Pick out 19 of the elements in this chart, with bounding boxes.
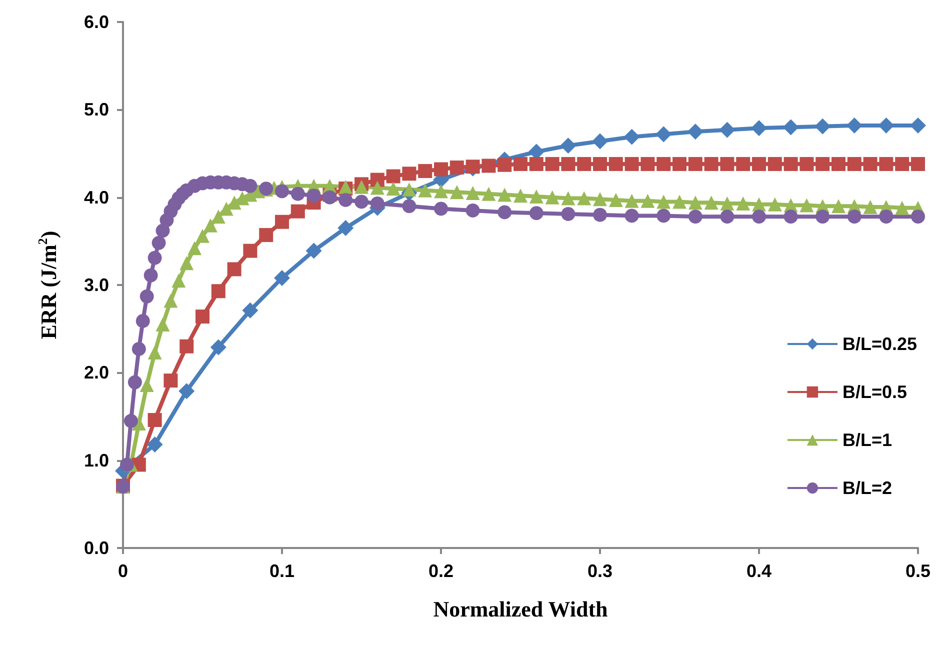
y-tick-label: 5.0	[84, 100, 109, 120]
legend-label: B/L=1	[842, 430, 892, 450]
y-tick-label: 3.0	[84, 275, 109, 295]
y-tick-label: 6.0	[84, 12, 109, 32]
y-tick-label: 0.0	[84, 538, 109, 558]
legend-label: B/L=2	[842, 478, 892, 498]
y-tick-label: 2.0	[84, 362, 109, 383]
x-tick-label: 0	[118, 561, 128, 581]
legend-label: B/L=0.5	[842, 382, 907, 402]
x-tick-label: 0.2	[428, 561, 454, 581]
x-axis-title: Normalized Width	[433, 596, 608, 622]
legend-label: B/L=0.25	[842, 334, 918, 354]
x-tick-label: 0.4	[746, 561, 772, 581]
x-tick-label: 0.3	[587, 561, 613, 581]
y-tick-label: 1.0	[84, 450, 109, 470]
y-axis-title: ERR (J/m2)	[35, 230, 61, 340]
y-tick-label: 4.0	[84, 187, 109, 208]
x-tick-label: 0.5	[905, 561, 931, 581]
x-tick-label: 0.1	[269, 561, 295, 581]
